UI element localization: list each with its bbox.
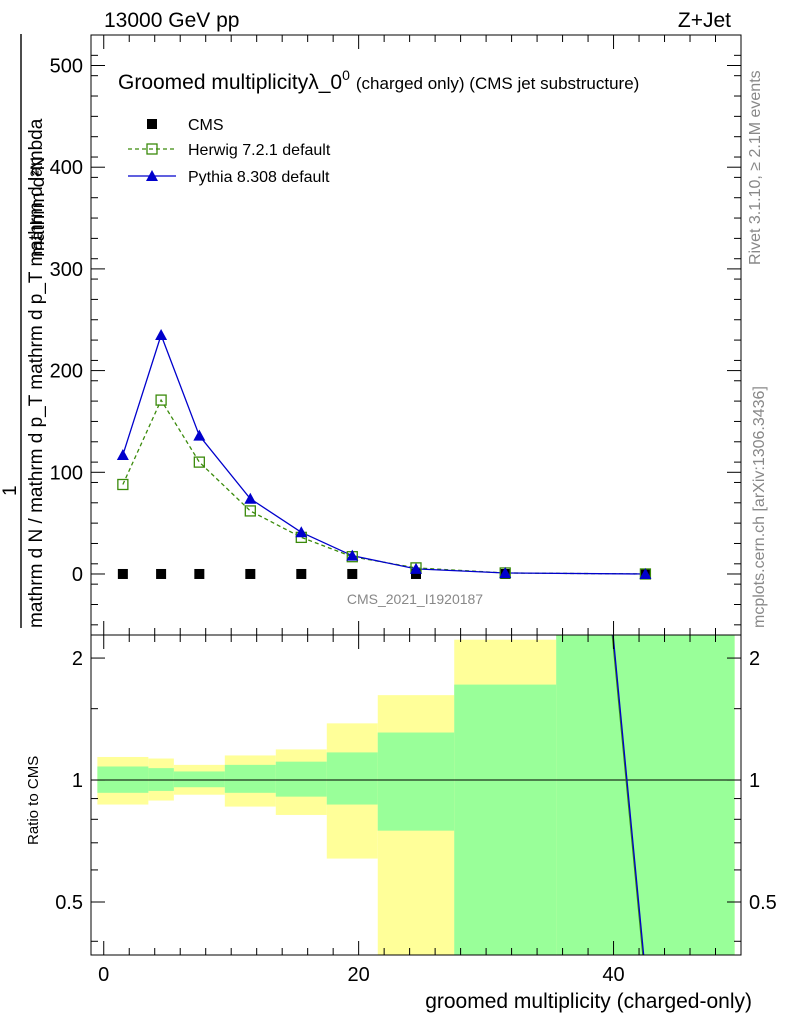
pythia-point xyxy=(346,549,359,561)
ratio-band-inner xyxy=(173,771,225,788)
header-process: Z+Jet xyxy=(678,9,731,32)
ratio-band-inner xyxy=(326,752,378,805)
legend-herwig-marker xyxy=(146,143,158,155)
cms-point xyxy=(156,568,167,579)
ratio-ylabel: Ratio to CMS xyxy=(25,756,42,845)
ratio-band-inner xyxy=(454,684,557,955)
ratio-ytick-label: 1 xyxy=(72,770,83,792)
pythia-point xyxy=(295,526,308,538)
pythia-point xyxy=(410,562,422,574)
pythia-point xyxy=(116,449,129,460)
ratio-xtick-label: 20 xyxy=(348,964,370,986)
main-plot-marks xyxy=(116,329,652,580)
ratio-ytick-label: 2 xyxy=(72,648,83,670)
ylabel-one: 1 xyxy=(0,485,21,496)
legend-cms-marker xyxy=(147,119,157,129)
main-ytick-label: 100 xyxy=(50,462,83,484)
main-panel: 0 100 200 300 400 500 Groomed multiplicityλ_0… xyxy=(0,34,742,636)
title-tail: (charged only) (CMS jet substructure) xyxy=(356,74,639,93)
herwig-line xyxy=(122,398,646,575)
main-title: Groomed multiplicityλ_00 (charged only) (… xyxy=(118,67,639,94)
ratio-pythia-line xyxy=(612,634,645,956)
main-ytick-label: 400 xyxy=(50,157,83,179)
cms-point xyxy=(347,568,358,579)
main-ytick-label: 300 xyxy=(50,259,83,281)
main-ylabel: mathrm d²N 1 mathrm d N / mathrm d p_T m… xyxy=(0,34,49,628)
ratio-band-inner xyxy=(556,635,735,955)
main-ytick-label: 500 xyxy=(50,56,83,78)
herwig-point xyxy=(117,478,129,491)
cms-point xyxy=(194,568,205,579)
ratio-xtick-label: 40 xyxy=(602,964,624,986)
pythia-point xyxy=(155,329,168,340)
ratio-plot-marks xyxy=(91,634,741,956)
analysis-watermark: CMS_2021_I1920187 xyxy=(347,591,483,607)
legend-pythia-marker xyxy=(146,170,158,181)
main-ytick-label: 200 xyxy=(50,361,83,383)
ratio-frame xyxy=(90,634,742,956)
pythia-point xyxy=(499,566,512,578)
cms-point xyxy=(117,568,128,579)
main-ytick-label: 0 xyxy=(72,564,83,586)
herwig-point xyxy=(155,394,167,406)
mcplots-label: mcplots.cern.ch [arXiv:1306.3436] xyxy=(751,386,768,628)
herwig-point xyxy=(193,456,205,468)
herwig-point xyxy=(244,505,256,517)
ratio-xtick-label: 0 xyxy=(98,964,109,986)
ratio-band-inner xyxy=(224,764,276,793)
legend-herwig-label: Herwig 7.2.1 default xyxy=(188,142,331,159)
ratio-ytick-label-right: 2 xyxy=(749,648,760,670)
ratio-band-inner xyxy=(275,761,327,797)
cms-point xyxy=(411,568,421,579)
rivet-label: Rivet 3.1.10, ≥ 2.1M events xyxy=(747,70,764,265)
ratio-ytick-label: 0.5 xyxy=(55,892,83,914)
title-superscript: 0 xyxy=(342,67,350,83)
pythia-point xyxy=(244,492,257,504)
ratio-panel: 0.5 0.51 12 20 20 40 Ratio to CMS groomed mul… xyxy=(25,634,777,1013)
pythia-point xyxy=(193,429,206,441)
ylabel-denominator: mathrm d N / mathrm d p_T mathrm d p_T m… xyxy=(26,118,47,628)
title-main: Groomed multiplicityλ_0 xyxy=(118,71,342,94)
legend-cms-label: CMS xyxy=(188,117,224,134)
ratio-ytick-label-right: 0.5 xyxy=(749,892,777,914)
ratio-axes: 0.5 0.51 12 20 20 40 xyxy=(55,635,777,986)
legend: CMS Herwig 7.2.1 default Pythia 8.308 de… xyxy=(128,117,331,186)
main-axes: 0 100 200 300 400 500 xyxy=(50,35,741,635)
ratio-ytick-label-right: 1 xyxy=(749,770,760,792)
cms-point xyxy=(296,568,307,579)
ratio-band-inner xyxy=(148,768,174,791)
pythia-line xyxy=(122,333,646,575)
ylabel-numerator: mathrm d²N xyxy=(28,157,49,257)
header-energy: 13000 GeV pp xyxy=(104,9,239,32)
pythia-point xyxy=(639,567,652,579)
legend-pythia-label: Pythia 8.308 default xyxy=(188,169,330,186)
ratio-xlabel: groomed multiplicity (charged-only) xyxy=(425,990,752,1013)
ratio-band-inner xyxy=(377,732,455,831)
ratio-herwig-line xyxy=(611,634,644,956)
cms-point xyxy=(245,568,256,579)
